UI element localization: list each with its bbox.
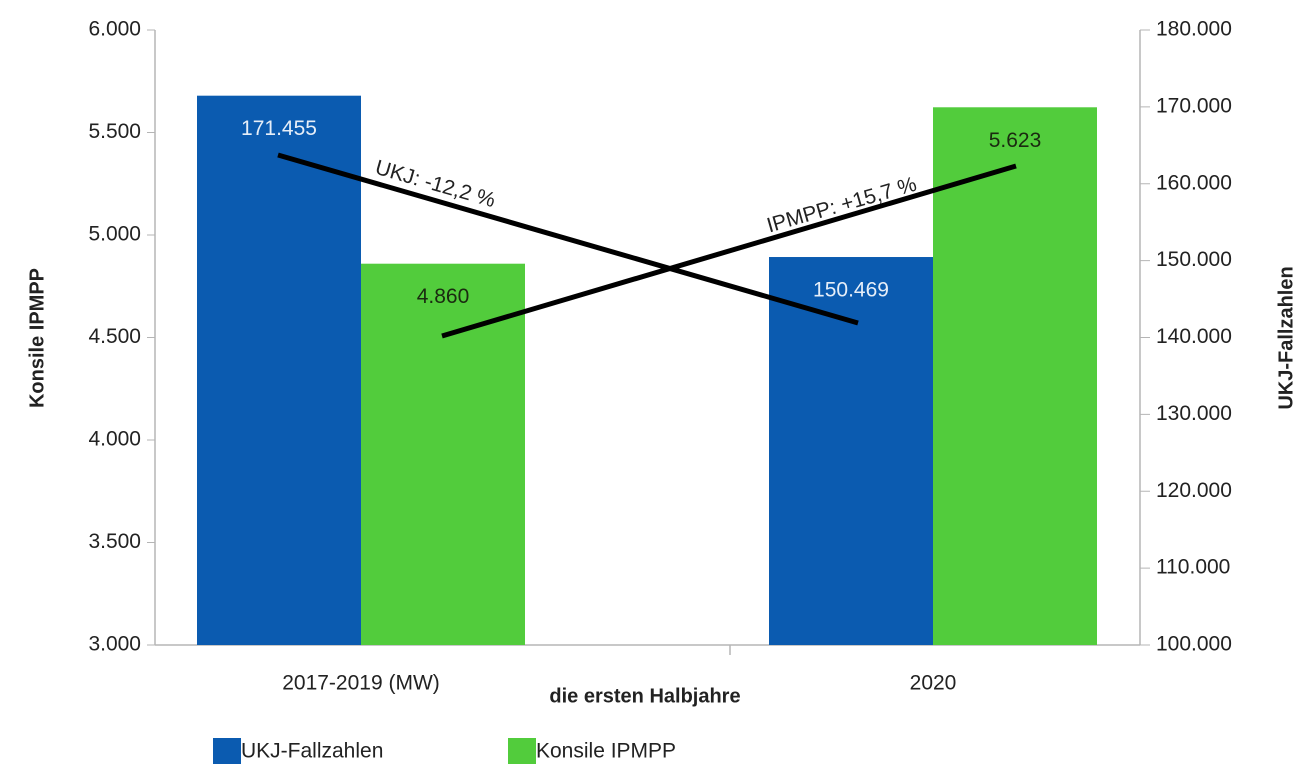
y-tick-label: 3.000 [88, 633, 141, 656]
bar [361, 263, 525, 645]
y2-axis-title: UKJ-Fallzahlen [1275, 266, 1297, 409]
y2-tick-label: 140.000 [1156, 325, 1232, 348]
y2-tick-label: 130.000 [1156, 402, 1232, 425]
legend-label: UKJ-Fallzahlen [241, 740, 383, 763]
trend-arrow [277, 152, 859, 326]
legend-swatch [508, 738, 536, 764]
y2-tick-label: 180.000 [1156, 18, 1232, 41]
x-axis-title: die ersten Halbjahre [549, 685, 740, 707]
annotation: UKJ: -12,2 % [373, 156, 498, 212]
y-tick-label: 3.500 [88, 530, 141, 553]
y2-tick-label: 170.000 [1156, 94, 1232, 117]
y-tick-label: 5.500 [88, 120, 141, 143]
data-label: 4.860 [417, 285, 470, 308]
y-tick-label: 4.000 [88, 428, 141, 451]
trend-arrow [441, 163, 1017, 339]
y2-tick-label: 160.000 [1156, 171, 1232, 194]
annotation: IPMPP: +15,7 % [764, 173, 919, 238]
y-axis-title: Konsile IPMPP [26, 268, 48, 408]
legend-swatch [213, 738, 241, 764]
data-label: 5.623 [989, 129, 1042, 152]
y2-tick-label: 150.000 [1156, 248, 1232, 271]
data-label: 171.455 [241, 117, 317, 140]
legend-label: Konsile IPMPP [536, 740, 676, 763]
y2-tick-label: 100.000 [1156, 633, 1232, 656]
y2-tick-label: 120.000 [1156, 479, 1232, 502]
bar [769, 257, 933, 645]
x-tick-label: 2020 [910, 672, 957, 695]
y2-tick-label: 110.000 [1156, 556, 1230, 579]
bars [197, 95, 1097, 645]
x-tick-label: 2017-2019 (MW) [282, 672, 440, 695]
bar [197, 95, 361, 645]
y-tick-label: 5.000 [88, 223, 141, 246]
y-tick-label: 6.000 [88, 18, 141, 41]
bar [933, 107, 1097, 645]
y-tick-label: 4.500 [88, 325, 141, 348]
data-label: 150.469 [813, 279, 889, 302]
